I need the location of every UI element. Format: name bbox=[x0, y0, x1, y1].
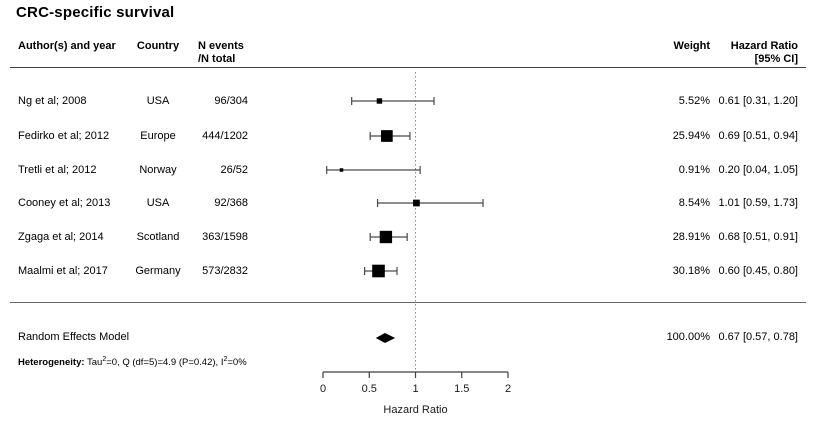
study-hr-ci: 0.69 [0.51, 0.94] bbox=[718, 130, 798, 142]
study-hr-ci: 0.60 [0.45, 0.80] bbox=[718, 265, 798, 277]
study-n-events: 573/2832 bbox=[202, 265, 248, 277]
col-header-n-events-line1: N events bbox=[198, 40, 244, 52]
summary-row: Random Effects Model 100.00% 0.67 [0.57,… bbox=[0, 331, 816, 344]
table-row: Cooney et al; 2013 USA 92/368 8.54% 1.01… bbox=[0, 197, 816, 210]
study-author: Maalmi et al; 2017 bbox=[18, 265, 108, 277]
heterogeneity-label: Heterogeneity: bbox=[18, 357, 85, 368]
heterogeneity-text: =0% bbox=[227, 357, 247, 368]
study-n-events: 92/368 bbox=[214, 197, 248, 209]
x-tick-label: 1.5 bbox=[454, 383, 469, 395]
table-row: Tretli et al; 2012 Norway 26/52 0.91% 0.… bbox=[0, 164, 816, 177]
study-author: Ng et al; 2008 bbox=[18, 95, 87, 107]
table-row: Fedirko et al; 2012 Europe 444/1202 25.9… bbox=[0, 130, 816, 143]
col-header-weight: Weight bbox=[673, 40, 710, 52]
col-header-hazard-ratio: Hazard Ratio [95% CI] bbox=[690, 40, 798, 66]
study-hr-ci: 0.20 [0.04, 1.05] bbox=[718, 164, 798, 176]
page-title: CRC-specific survival bbox=[16, 4, 175, 21]
study-country: USA bbox=[146, 197, 170, 209]
col-header-n-events-line2: /N total bbox=[198, 53, 236, 65]
study-n-events: 363/1598 bbox=[202, 231, 248, 243]
study-author: Tretli et al; 2012 bbox=[18, 164, 97, 176]
heterogeneity-text: Tau bbox=[84, 357, 103, 368]
summary-hr-ci: 0.67 [0.57, 0.78] bbox=[718, 331, 798, 343]
study-country: Europe bbox=[140, 130, 176, 142]
heterogeneity-note: Heterogeneity: Tau2=0, Q (df=5)=4.9 (P=0… bbox=[18, 355, 247, 369]
x-tick-label: 0.5 bbox=[362, 383, 377, 395]
summary-label: Random Effects Model bbox=[18, 331, 130, 343]
col-header-hr-line2: [95% CI] bbox=[754, 53, 798, 65]
table-row: Ng et al; 2008 USA 96/304 5.52% 0.61 [0.… bbox=[0, 95, 816, 108]
study-hr-ci: 0.68 [0.51, 0.91] bbox=[718, 231, 798, 243]
col-header-author: Author(s) and year bbox=[18, 40, 116, 52]
heterogeneity-sup: 2 bbox=[223, 355, 228, 363]
x-tick-label: 2 bbox=[505, 383, 511, 395]
col-header-hr-line1: Hazard Ratio bbox=[730, 40, 798, 52]
study-weight: 0.91% bbox=[678, 164, 710, 176]
study-weight: 25.94% bbox=[672, 130, 710, 142]
study-country: Norway bbox=[139, 164, 177, 176]
study-country: USA bbox=[146, 95, 170, 107]
study-country: Scotland bbox=[136, 231, 180, 243]
study-author: Cooney et al; 2013 bbox=[18, 197, 111, 209]
summary-separator-line bbox=[10, 302, 806, 303]
heterogeneity-sup: 2 bbox=[102, 355, 107, 363]
study-author: Fedirko et al; 2012 bbox=[18, 130, 110, 142]
study-author: Zgaga et al; 2014 bbox=[18, 231, 104, 243]
study-n-events: 96/304 bbox=[214, 95, 248, 107]
summary-weight: 100.00% bbox=[666, 331, 710, 343]
table-row: Maalmi et al; 2017 Germany 573/2832 30.1… bbox=[0, 265, 816, 278]
x-tick-label: 1 bbox=[412, 383, 418, 395]
study-weight: 30.18% bbox=[672, 265, 710, 277]
study-n-events: 444/1202 bbox=[202, 130, 248, 142]
study-weight: 8.54% bbox=[678, 197, 710, 209]
study-country: Germany bbox=[135, 265, 181, 277]
col-header-country: Country bbox=[136, 40, 180, 52]
study-hr-ci: 0.61 [0.31, 1.20] bbox=[718, 95, 798, 107]
col-header-n-events: N events/N total bbox=[198, 40, 258, 66]
x-tick-label: 0 bbox=[320, 383, 326, 395]
table-row: Zgaga et al; 2014 Scotland 363/1598 28.9… bbox=[0, 231, 816, 244]
study-hr-ci: 1.01 [0.59, 1.73] bbox=[718, 197, 798, 209]
study-n-events: 26/52 bbox=[220, 164, 248, 176]
heterogeneity-text: =0, Q (df=5)=4.9 (P=0.42), I bbox=[106, 357, 224, 368]
study-weight: 28.91% bbox=[672, 231, 710, 243]
study-weight: 5.52% bbox=[678, 95, 710, 107]
x-axis-title: Hazard Ratio bbox=[383, 404, 447, 416]
header-separator-line bbox=[10, 67, 806, 68]
